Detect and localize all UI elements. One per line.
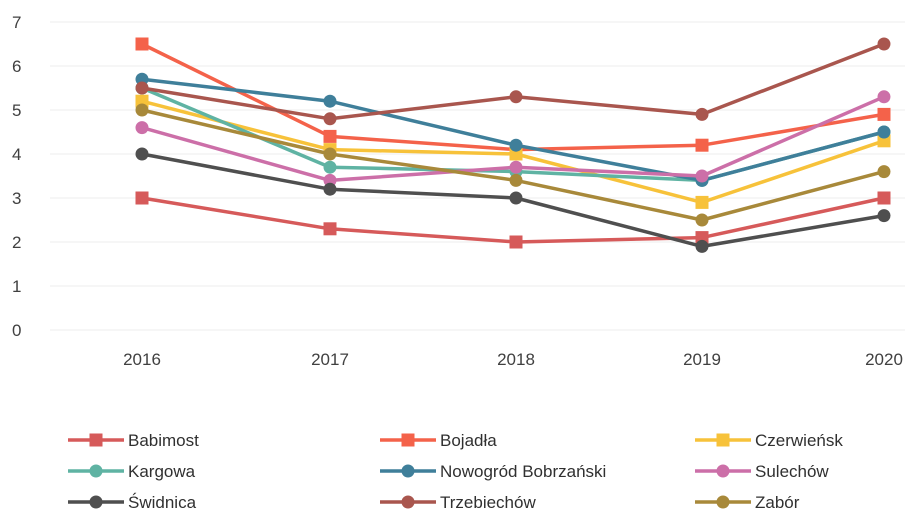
- data-point: [877, 165, 891, 179]
- legend: Babimost Bojadła Czerwieńsk Kargowa Nowogród…: [68, 431, 843, 512]
- legend-swatch-marker: [716, 495, 730, 509]
- data-point: [695, 138, 709, 152]
- data-point: [695, 169, 709, 183]
- x-tick-label: 2019: [683, 350, 721, 369]
- y-tick-label: 4: [12, 145, 21, 164]
- legend-swatch-marker: [89, 495, 103, 509]
- legend-item-swidnica: Świdnica: [68, 493, 197, 512]
- data-point: [323, 112, 337, 126]
- x-tick-label: 2020: [865, 350, 903, 369]
- y-tick-label: 6: [12, 57, 21, 76]
- series-layer: [135, 37, 891, 253]
- data-point: [135, 121, 149, 135]
- data-point: [135, 81, 149, 95]
- series-babimost: [135, 191, 891, 249]
- x-tick-label: 2016: [123, 350, 161, 369]
- data-point: [877, 90, 891, 104]
- legend-swatch-marker: [401, 464, 415, 478]
- data-point: [323, 182, 337, 196]
- data-point: [877, 191, 891, 205]
- data-point: [135, 191, 149, 205]
- legend-swatch-marker: [716, 464, 730, 478]
- data-point: [695, 195, 709, 209]
- series-czerwiensk: [135, 94, 891, 209]
- legend-item-trzebiechow: Trzebiechów: [380, 493, 536, 512]
- data-point: [323, 129, 337, 143]
- legend-swatch-marker: [401, 433, 415, 447]
- legend-label: Zabór: [755, 493, 800, 512]
- data-point: [323, 160, 337, 174]
- legend-label: Świdnica: [128, 493, 197, 512]
- y-tick-label: 3: [12, 189, 21, 208]
- data-point: [877, 209, 891, 223]
- legend-label: Nowogród Bobrzański: [440, 462, 606, 481]
- data-point: [877, 125, 891, 139]
- data-point: [509, 235, 523, 249]
- series-swidnica: [135, 147, 891, 253]
- x-tick-label: 2018: [497, 350, 535, 369]
- data-point: [509, 160, 523, 174]
- legend-label: Kargowa: [128, 462, 196, 481]
- data-point: [877, 37, 891, 51]
- legend-item-sulechow: Sulechów: [695, 462, 829, 481]
- data-point: [135, 147, 149, 161]
- legend-label: Bojadła: [440, 431, 497, 450]
- series-sulechow: [135, 90, 891, 187]
- legend-swatch-marker: [89, 433, 103, 447]
- x-axis-ticks: 2016 2017 2018 2019 2020: [123, 350, 903, 369]
- y-tick-label: 7: [12, 13, 21, 32]
- data-point: [323, 94, 337, 108]
- data-point: [695, 239, 709, 253]
- legend-item-babimost: Babimost: [68, 431, 199, 450]
- data-point: [509, 173, 523, 187]
- legend-item-nowogrod-bobrzanski: Nowogród Bobrzański: [380, 462, 606, 481]
- data-point: [135, 37, 149, 51]
- data-point: [135, 103, 149, 117]
- data-point: [695, 107, 709, 121]
- legend-label: Trzebiechów: [440, 493, 536, 512]
- legend-item-bojadla: Bojadła: [380, 431, 497, 450]
- data-point: [695, 213, 709, 227]
- series-line: [141, 42, 885, 121]
- legend-label: Sulechów: [755, 462, 829, 481]
- x-tick-label: 2017: [311, 350, 349, 369]
- data-point: [323, 222, 337, 236]
- y-tick-label: 0: [12, 321, 21, 340]
- y-tick-label: 2: [12, 233, 21, 252]
- legend-swatch-marker: [716, 433, 730, 447]
- y-axis-ticks: 0 1 2 3 4 5 6 7: [12, 13, 21, 340]
- legend-item-czerwiensk: Czerwieńsk: [695, 431, 843, 450]
- legend-swatch-marker: [401, 495, 415, 509]
- data-point: [877, 107, 891, 121]
- data-point: [509, 138, 523, 152]
- legend-swatch-marker: [89, 464, 103, 478]
- data-point: [509, 191, 523, 205]
- legend-item-zabor: Zabór: [695, 493, 800, 512]
- legend-label: Babimost: [128, 431, 199, 450]
- data-point: [509, 90, 523, 104]
- legend-item-kargowa: Kargowa: [68, 462, 196, 481]
- series-zabor: [135, 103, 891, 227]
- y-tick-label: 5: [12, 101, 21, 120]
- y-tick-label: 1: [12, 277, 21, 296]
- series-trzebiechow: [135, 37, 891, 126]
- data-point: [323, 147, 337, 161]
- legend-label: Czerwieńsk: [755, 431, 843, 450]
